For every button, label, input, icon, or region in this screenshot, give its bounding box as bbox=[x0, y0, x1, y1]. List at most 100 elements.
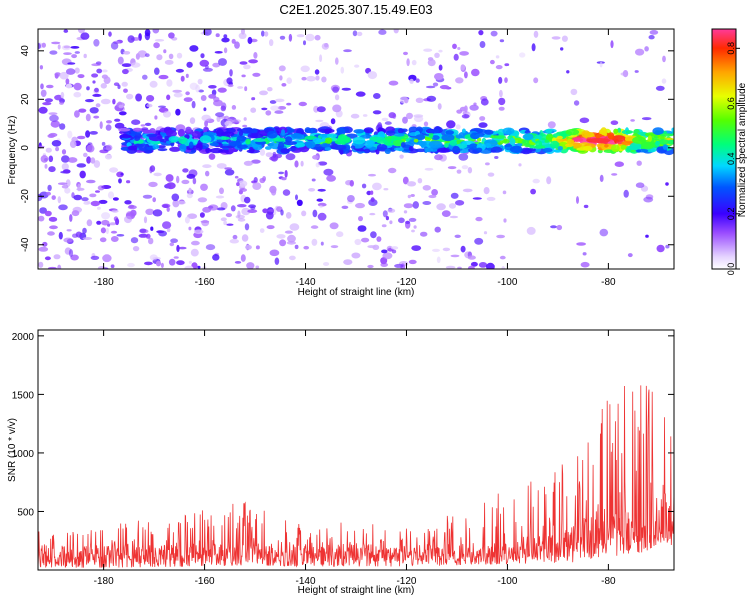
noise-cell bbox=[145, 208, 155, 215]
noise-cell bbox=[155, 260, 162, 267]
noise-cell bbox=[426, 95, 437, 102]
noise-cell bbox=[271, 188, 277, 196]
signal-cell bbox=[418, 141, 427, 147]
noise-cell bbox=[474, 237, 484, 245]
noise-cell bbox=[150, 226, 154, 231]
noise-cell bbox=[455, 124, 461, 130]
noise-cell bbox=[330, 245, 339, 249]
noise-cell bbox=[648, 35, 655, 40]
signal-cell bbox=[452, 145, 460, 154]
noise-cell bbox=[59, 71, 69, 80]
noise-cell bbox=[403, 210, 408, 214]
noise-cell bbox=[289, 223, 300, 231]
signal-cell bbox=[245, 138, 251, 145]
noise-cell bbox=[223, 34, 228, 38]
signal-cell bbox=[650, 148, 656, 152]
noise-cell bbox=[518, 163, 522, 167]
noise-cell bbox=[73, 91, 82, 98]
signal-cell bbox=[324, 146, 332, 151]
noise-cell bbox=[321, 76, 327, 83]
noise-cell bbox=[114, 118, 121, 122]
noise-cell bbox=[215, 33, 220, 38]
noise-cell bbox=[330, 118, 336, 125]
noise-cell bbox=[266, 225, 275, 230]
noise-cell bbox=[261, 30, 265, 37]
noise-cell bbox=[384, 121, 392, 125]
noise-cell bbox=[78, 108, 87, 113]
signal-cell bbox=[583, 145, 593, 151]
noise-cell bbox=[165, 174, 174, 182]
noise-cell bbox=[118, 178, 122, 184]
noise-cell bbox=[261, 107, 268, 111]
noise-cell bbox=[140, 124, 146, 127]
noise-cell bbox=[85, 113, 91, 122]
signal-cell bbox=[611, 144, 620, 152]
signal-cell bbox=[611, 135, 626, 142]
noise-cell bbox=[115, 218, 120, 226]
noise-cell bbox=[138, 233, 148, 238]
noise-cell bbox=[177, 210, 182, 218]
noise-cell bbox=[301, 76, 307, 81]
noise-cell bbox=[77, 135, 86, 140]
noise-cell bbox=[105, 124, 112, 131]
noise-cell bbox=[475, 216, 483, 222]
noise-cell bbox=[334, 94, 340, 101]
noise-cell bbox=[224, 120, 233, 127]
noise-cell bbox=[373, 93, 381, 99]
noise-cell bbox=[485, 162, 490, 166]
noise-cell bbox=[661, 78, 667, 84]
signal-cell bbox=[146, 133, 158, 138]
figure-title: C2E1.2025.307.15.49.E03 bbox=[279, 2, 433, 17]
noise-cell bbox=[46, 84, 54, 89]
noise-cell bbox=[57, 196, 61, 204]
noise-cell bbox=[530, 188, 536, 195]
noise-cell bbox=[61, 44, 71, 51]
noise-cell bbox=[203, 29, 212, 36]
signal-cell bbox=[397, 128, 404, 134]
signal-cell bbox=[629, 142, 642, 150]
noise-cell bbox=[144, 32, 151, 41]
noise-cell bbox=[499, 255, 506, 260]
noise-cell bbox=[219, 187, 224, 195]
noise-cell bbox=[229, 69, 233, 77]
noise-cell bbox=[450, 254, 460, 258]
noise-cell bbox=[264, 31, 269, 37]
noise-cell bbox=[501, 266, 505, 269]
noise-cell bbox=[436, 256, 441, 264]
signal-cell bbox=[291, 133, 303, 139]
noise-cell bbox=[407, 194, 411, 199]
snr-x-ticks: -180 -160 -140 -120 -100 -80 bbox=[94, 330, 616, 587]
noise-cell bbox=[39, 207, 47, 214]
noise-cell bbox=[531, 43, 536, 52]
noise-cell bbox=[450, 192, 459, 199]
signal-cell bbox=[253, 138, 266, 143]
noise-cell bbox=[166, 206, 170, 212]
signal-cell bbox=[428, 132, 434, 139]
noise-cell bbox=[212, 62, 221, 68]
noise-cell bbox=[341, 87, 351, 91]
noise-cell bbox=[480, 98, 489, 106]
noise-cell bbox=[498, 97, 506, 106]
signal-cell bbox=[385, 130, 396, 136]
noise-cell bbox=[180, 75, 185, 82]
signal-cell bbox=[455, 134, 463, 139]
noise-cell bbox=[97, 266, 106, 269]
tick-label: 40 bbox=[20, 45, 31, 57]
noise-cell bbox=[176, 260, 185, 266]
noise-cell bbox=[197, 78, 203, 85]
noise-cell bbox=[105, 144, 113, 151]
noise-cell bbox=[199, 59, 210, 67]
noise-cell bbox=[77, 74, 85, 79]
noise-cell bbox=[139, 228, 147, 233]
noise-cell bbox=[90, 157, 96, 164]
noise-cell bbox=[449, 215, 459, 219]
signal-cell bbox=[188, 141, 194, 149]
tick-label: 0.0 bbox=[726, 263, 736, 276]
signal-cell bbox=[484, 143, 492, 148]
signal-cell bbox=[415, 134, 426, 141]
noise-cell bbox=[388, 112, 396, 119]
noise-cell bbox=[106, 120, 112, 124]
noise-cell bbox=[388, 80, 399, 86]
noise-cell bbox=[152, 209, 163, 217]
noise-cell bbox=[403, 51, 408, 56]
